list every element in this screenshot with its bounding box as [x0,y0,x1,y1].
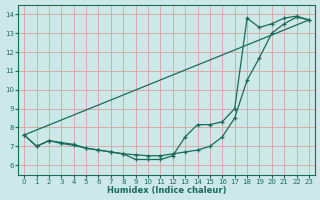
X-axis label: Humidex (Indice chaleur): Humidex (Indice chaleur) [107,186,226,195]
